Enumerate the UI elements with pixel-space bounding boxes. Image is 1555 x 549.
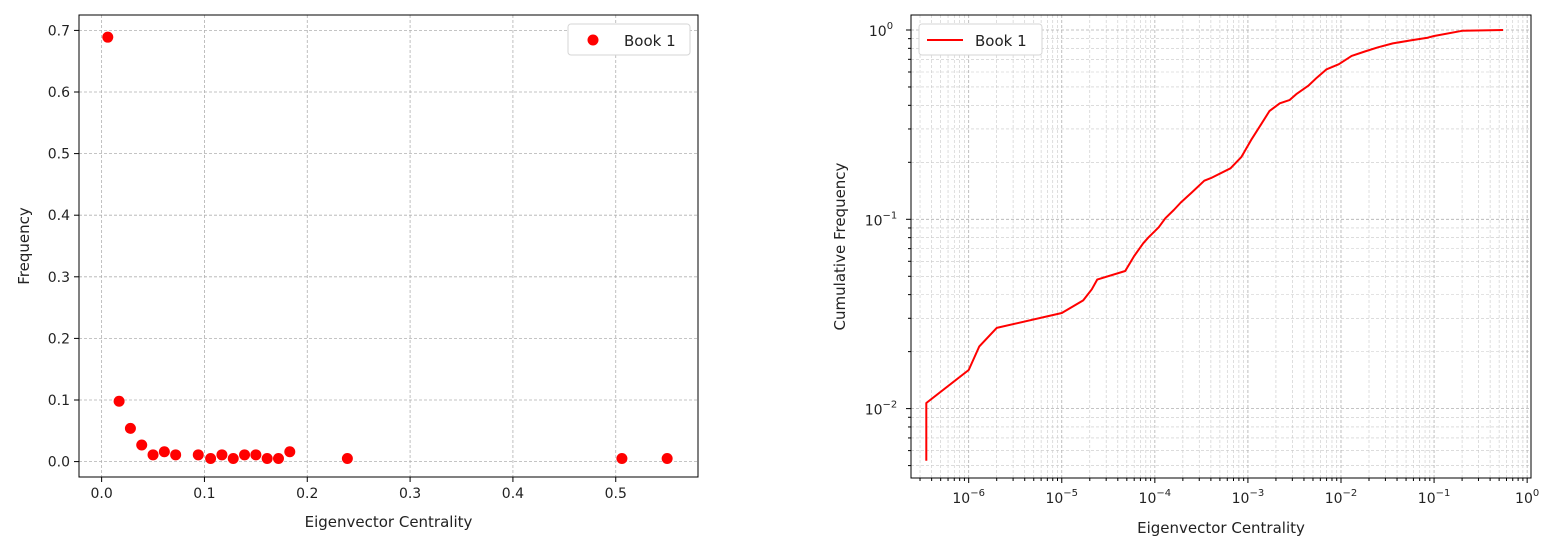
y-tick-label: 0.0	[48, 455, 70, 471]
data-point	[147, 449, 159, 461]
data-point	[227, 453, 239, 465]
x-tick-label: 0.0	[90, 486, 112, 502]
legend: Book 1	[918, 23, 1043, 56]
x-axis-label: Eigenvector Centrality	[1137, 519, 1305, 537]
plot-frame	[910, 14, 1532, 479]
data-point	[341, 453, 353, 465]
frequency-scatter-panel: 0.0 0.1 0.2 0.3 0.4 0.5 0.0 0.1 0.2 0.3 0.4 0.5 0.6 0…	[15, 14, 699, 531]
data-point	[170, 449, 182, 461]
data-point	[192, 449, 204, 461]
y-tick-label: 0.5	[48, 147, 70, 163]
y-tick-label: 100	[869, 21, 893, 40]
x-tick-label: 0.4	[502, 486, 524, 502]
plot-frame	[78, 14, 699, 478]
data-point	[272, 453, 284, 465]
data-point	[124, 422, 136, 434]
data-point	[205, 453, 217, 465]
x-tick-label: 0.3	[399, 486, 421, 502]
data-point	[661, 453, 673, 465]
legend-label: Book 1	[624, 32, 676, 50]
legend: Book 1	[567, 23, 691, 56]
x-tick-label: 0.2	[296, 486, 318, 502]
series-line	[925, 29, 1504, 461]
x-tick-label: 0.1	[193, 486, 215, 502]
x-tick-label: 10−2	[1325, 488, 1358, 507]
legend-label: Book 1	[975, 32, 1027, 50]
x-tick-label: 10−1	[1418, 488, 1451, 507]
y-tick-label: 0.1	[48, 393, 70, 409]
y-tick-label: 0.7	[48, 23, 70, 39]
data-point	[158, 446, 170, 458]
x-tick-label: 10−3	[1232, 488, 1265, 507]
x-axis-label: Eigenvector Centrality	[305, 513, 473, 531]
data-point	[113, 395, 125, 407]
y-tick-label: 10−2	[865, 400, 898, 419]
x-tick-label: 10−6	[952, 488, 985, 507]
y-tick-label: 0.6	[48, 85, 70, 101]
y-tick-label: 0.3	[48, 270, 70, 286]
x-tick-label: 100	[1515, 488, 1539, 507]
x-tick-label: 10−5	[1045, 488, 1078, 507]
x-tick-label: 0.5	[605, 486, 627, 502]
x-tick-label: 10−4	[1139, 488, 1172, 507]
data-point	[239, 449, 251, 461]
data-point	[136, 439, 148, 451]
y-axis-label: Frequency	[15, 207, 33, 285]
y-axis-label: Cumulative Frequency	[831, 162, 849, 330]
y-tick-label: 10−1	[865, 210, 898, 229]
data-point	[102, 31, 114, 43]
legend-marker	[587, 34, 599, 46]
data-point	[616, 453, 628, 465]
y-tick-label: 0.2	[48, 331, 70, 347]
data-point	[284, 446, 296, 458]
y-tick-label: 0.4	[48, 208, 70, 224]
data-point	[250, 449, 262, 461]
cumulative-frequency-panel: 10−6 10−5 10−4 10−3 10−2 10−1 100 10−2 10−1 100 Ei…	[831, 14, 1539, 537]
data-point	[261, 453, 273, 465]
legend-box	[567, 23, 691, 56]
data-point	[216, 449, 228, 461]
legend-box	[918, 23, 1043, 56]
